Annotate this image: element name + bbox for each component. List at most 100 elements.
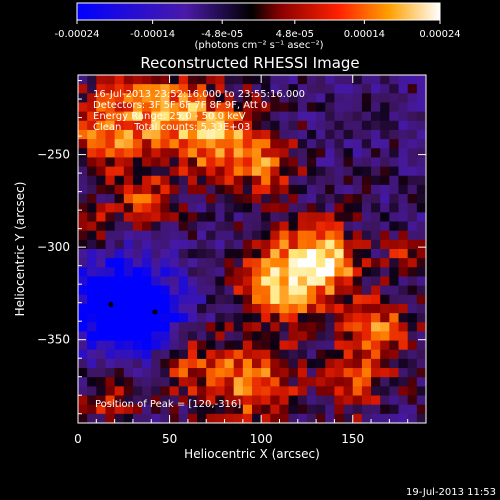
heatmap-cell <box>416 267 427 277</box>
heatmap-cell <box>279 212 290 222</box>
heatmap-cell <box>371 120 381 131</box>
heatmap-cell <box>123 331 134 341</box>
heatmap-cell <box>105 139 116 149</box>
heatmap-cell <box>407 395 418 406</box>
heatmap-cell <box>306 129 317 140</box>
heatmap-cell <box>407 120 418 131</box>
heatmap-cell <box>252 139 262 149</box>
heatmap-cell <box>160 340 170 351</box>
heatmap-cell <box>96 111 106 122</box>
heatmap-cell <box>224 102 235 113</box>
heatmap-cell <box>169 75 180 85</box>
heatmap-cell <box>380 267 390 277</box>
heatmap-cell <box>325 129 335 140</box>
heatmap-cell <box>325 157 335 167</box>
heatmap-cell <box>224 166 235 177</box>
heatmap-cell <box>96 377 106 387</box>
heatmap-cell <box>380 230 390 241</box>
heatmap-cell <box>142 120 152 131</box>
heatmap-cell <box>380 331 390 341</box>
heatmap-cell <box>334 221 344 232</box>
heatmap-cell <box>197 166 207 177</box>
heatmap-cell <box>105 194 116 204</box>
heatmap-cell <box>169 184 180 195</box>
heatmap-cell <box>279 157 290 167</box>
heatmap-cell <box>215 239 225 250</box>
heatmap-cell <box>114 331 125 341</box>
heatmap-cell <box>224 313 235 323</box>
heatmap-cell <box>288 368 299 378</box>
heatmap-cell <box>380 239 390 250</box>
heatmap-cell <box>371 267 381 277</box>
heatmap-cell <box>151 230 161 241</box>
heatmap-cell <box>206 111 216 122</box>
heatmap-cell <box>178 294 189 305</box>
heatmap-cell <box>389 139 399 149</box>
heatmap-cell <box>132 139 143 149</box>
heatmap-cell <box>142 322 152 332</box>
heatmap-cell <box>206 386 216 396</box>
heatmap-cell <box>142 368 152 378</box>
heatmap-cell <box>160 175 170 186</box>
heatmap-cell <box>105 358 116 369</box>
heatmap-cell <box>233 184 244 195</box>
heatmap-cell <box>252 285 262 296</box>
heatmap-cell <box>416 120 427 131</box>
y-tick-label: −250 <box>37 148 70 162</box>
heatmap-cell <box>407 322 418 332</box>
heatmap-cell <box>242 194 253 204</box>
heatmap-cell <box>398 221 409 232</box>
heatmap-cell <box>352 157 363 167</box>
heatmap-cell <box>206 120 216 131</box>
heatmap-cell <box>407 148 418 158</box>
heatmap-cell <box>325 377 335 387</box>
heatmap-cell <box>224 294 235 305</box>
heatmap-cell <box>279 267 290 277</box>
heatmap-cell <box>142 377 152 387</box>
heatmap-cell <box>407 230 418 241</box>
heatmap-cell <box>206 129 216 140</box>
heatmap-cell <box>306 166 317 177</box>
heatmap-cell <box>371 239 381 250</box>
heatmap-cell <box>352 184 363 195</box>
heatmap-cell <box>160 203 170 213</box>
heatmap-cell <box>371 75 381 85</box>
heatmap-cell <box>142 230 152 241</box>
heatmap-cell <box>178 93 189 103</box>
heatmap-cell <box>380 313 390 323</box>
heatmap-cell <box>96 276 106 287</box>
heatmap-cell <box>197 276 207 287</box>
heatmap-cell <box>87 157 97 167</box>
heatmap-cell <box>224 139 235 149</box>
heatmap-cell <box>169 221 180 232</box>
heatmap-cell <box>187 239 198 250</box>
heatmap-cell <box>389 148 399 158</box>
heatmap-cell <box>398 249 409 259</box>
heatmap-cell <box>371 249 381 259</box>
heatmap-cell <box>132 102 143 113</box>
annotation-counts: Clean Total counts: 5.33E+03 <box>93 122 250 133</box>
heatmap-cell <box>325 340 335 351</box>
heatmap-cell <box>78 175 88 186</box>
heatmap-cell <box>242 75 253 85</box>
heatmap-cell <box>279 249 290 259</box>
heatmap-cell <box>242 349 253 360</box>
heatmap-cell <box>105 166 116 177</box>
heatmap-cell <box>261 358 271 369</box>
heatmap-cell <box>380 129 390 140</box>
heatmap-cell <box>361 413 372 424</box>
heatmap-cell <box>169 111 180 122</box>
heatmap-cell <box>288 93 299 103</box>
heatmap-cell <box>352 239 363 250</box>
heatmap-cell <box>169 249 180 259</box>
heatmap-cell <box>334 75 344 85</box>
heatmap-cell <box>279 120 290 131</box>
heatmap-cell <box>114 358 125 369</box>
heatmap-cell <box>197 386 207 396</box>
heatmap-cell <box>96 322 106 332</box>
heatmap-cell <box>242 102 253 113</box>
heatmap-cell <box>224 221 235 232</box>
heatmap-cell <box>215 84 225 94</box>
heatmap-cell <box>123 139 134 149</box>
heatmap-cell <box>160 276 170 287</box>
